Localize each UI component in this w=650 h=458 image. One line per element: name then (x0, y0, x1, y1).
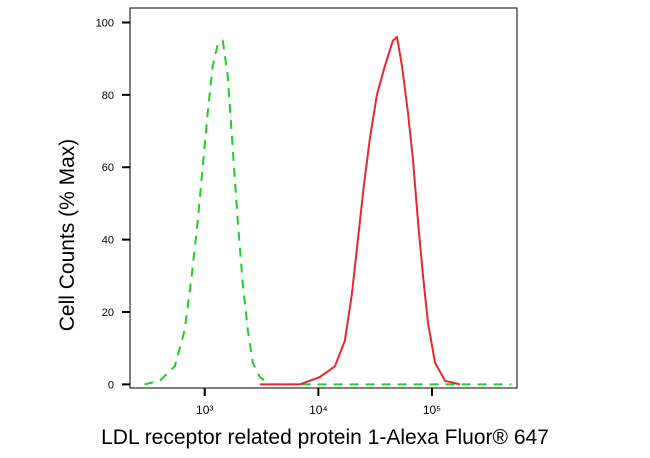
plot-frame (129, 7, 518, 389)
x-tick-label: 10³ (196, 403, 213, 417)
y-axis-label: Cell Counts (% Max) (56, 139, 79, 332)
series-line (259, 36, 461, 386)
x-axis-label: LDL receptor related protein 1-Alexa Flu… (101, 426, 549, 449)
x-tick-label: 10⁵ (423, 403, 441, 417)
y-tick-label: 20 (102, 307, 114, 319)
y-tick-label: 100 (96, 17, 114, 29)
y-tick-label: 40 (102, 235, 114, 247)
x-tick-label: 10⁴ (309, 403, 328, 417)
y-tick-label: 80 (102, 90, 114, 102)
y-tick-label: 60 (102, 162, 114, 174)
series-line (144, 39, 512, 386)
y-tick-label: 0 (108, 379, 114, 391)
